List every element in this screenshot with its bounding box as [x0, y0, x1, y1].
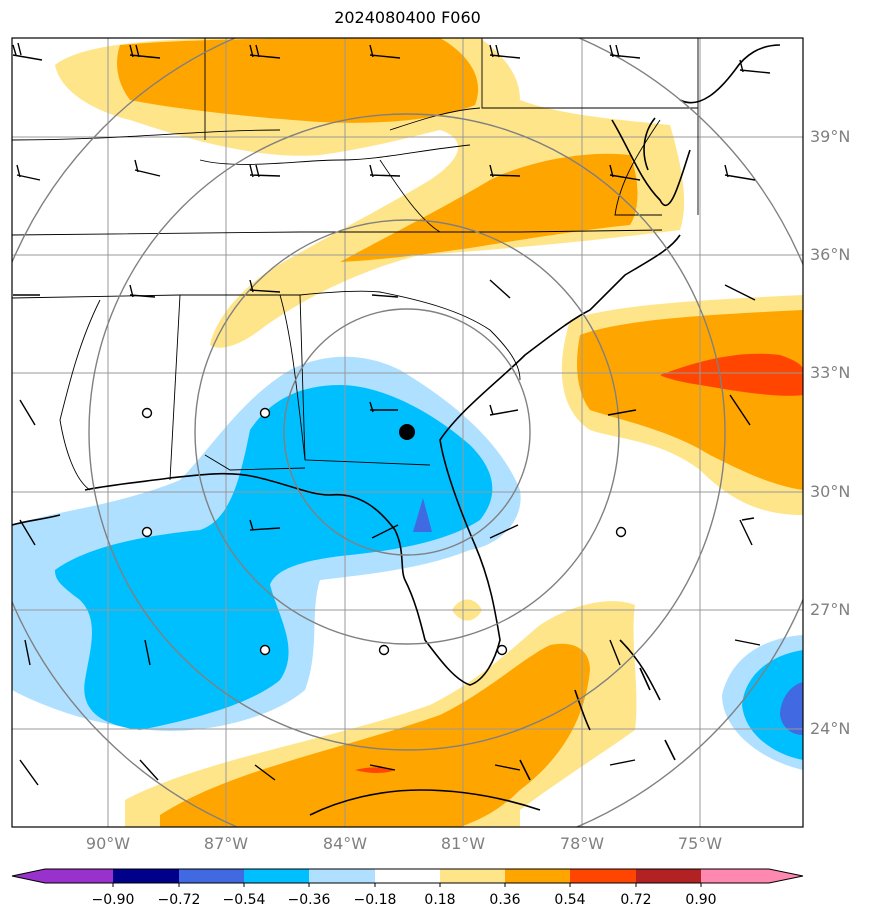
colorbar-tick-label: −0.54	[222, 892, 266, 908]
colorbar-segment	[375, 869, 440, 883]
colorbar-segment	[505, 869, 570, 883]
orange-band-mid	[340, 153, 638, 262]
latitude-label: 33°N	[810, 363, 851, 382]
longitude-label: 84°W	[322, 834, 368, 853]
colorbar-tick-label: −0.18	[353, 892, 397, 908]
colorbar-tick-label: 0.36	[489, 892, 521, 908]
caribbean-coast	[309, 639, 676, 816]
colorbar-segment	[636, 869, 701, 883]
red-orange-patch-south	[355, 767, 395, 773]
range-rings	[12, 38, 803, 827]
blue-contour	[55, 385, 493, 730]
forecast-map	[11, 37, 804, 828]
colorbar-segment	[309, 869, 375, 883]
colorbar-segment	[244, 869, 309, 883]
colorbar-outline	[11, 868, 804, 884]
latitude-label: 36°N	[810, 245, 851, 264]
colorbar-tick-label: −0.72	[157, 892, 201, 908]
latitude-label: 39°N	[810, 127, 851, 146]
royal-blue-patch	[413, 498, 432, 532]
latitude-label: 24°N	[810, 719, 851, 738]
wind-barbs	[12, 42, 771, 786]
colorbar	[11, 868, 804, 887]
orange-band-north	[117, 38, 479, 123]
latitude-label: 27°N	[810, 600, 851, 619]
coastlines	[12, 44, 781, 686]
longitude-label: 90°W	[85, 834, 131, 853]
map-title: 2024080400 F060	[334, 8, 481, 27]
state-borders	[12, 38, 699, 491]
colorbar-tick-label: 0.72	[620, 892, 652, 908]
colorbar-segment	[701, 869, 803, 883]
longitude-label: 81°W	[440, 834, 486, 853]
colorbar-segment	[179, 869, 244, 883]
latitude-label: 30°N	[810, 482, 851, 501]
storm-center-marker	[399, 424, 415, 440]
red-orange-atlantic	[660, 353, 803, 396]
calm-circles	[141, 407, 627, 656]
colorbar-tick-label: 0.90	[685, 892, 717, 908]
colorbar-tick-label: −0.90	[91, 892, 135, 908]
yellow-band-north	[55, 38, 685, 348]
longitude-label: 87°W	[203, 834, 249, 853]
colorbar-segment	[570, 869, 636, 883]
colorbar-segment	[12, 869, 113, 883]
orange-band-south	[160, 643, 590, 827]
longitude-label: 75°W	[677, 834, 723, 853]
colorbar-tick-label: 0.54	[554, 892, 586, 908]
colorbar-segment	[113, 869, 179, 883]
colorbar-tick-label: −0.36	[287, 892, 331, 908]
colorbar-tick-label: 0.18	[424, 892, 456, 908]
blue-se	[742, 650, 803, 760]
colorbar-segment	[440, 869, 505, 883]
royal-blue-se	[780, 682, 803, 735]
longitude-label: 78°W	[559, 834, 605, 853]
